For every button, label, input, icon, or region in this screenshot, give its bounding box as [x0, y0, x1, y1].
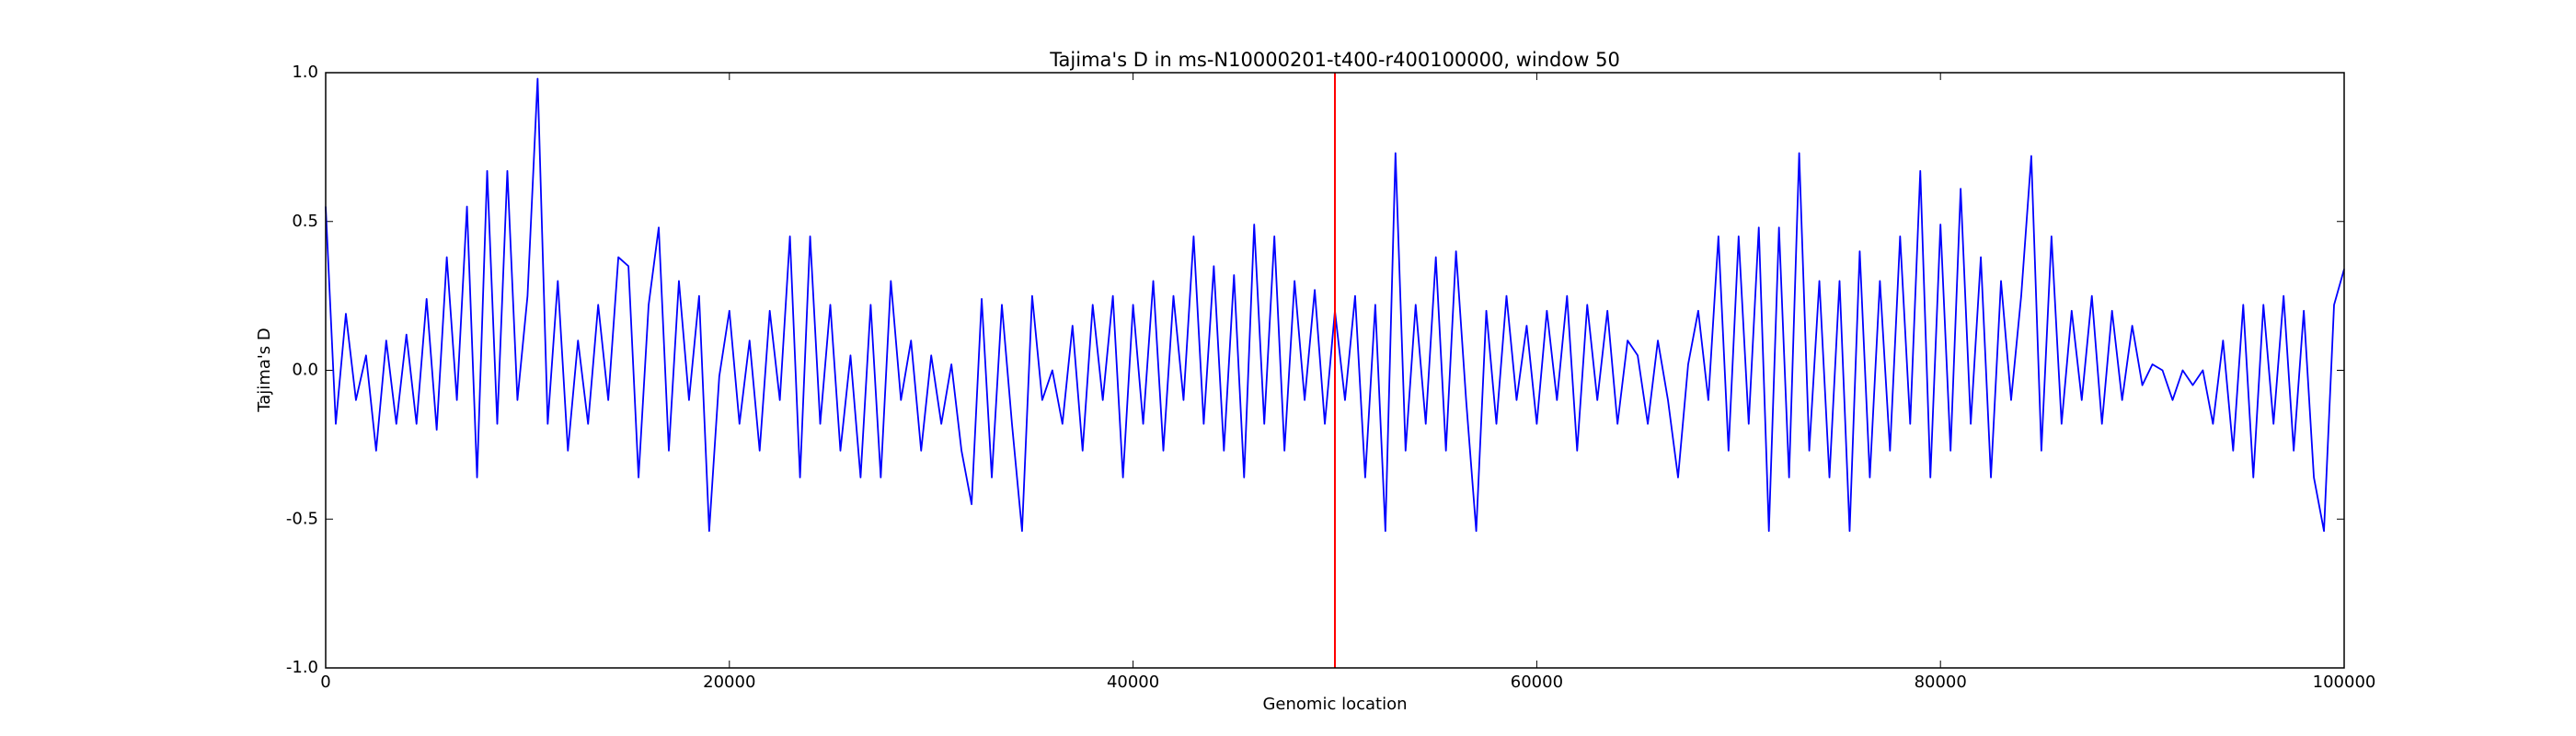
- x-tick-label: 0: [320, 673, 330, 692]
- y-tick-label: -1.0: [286, 658, 318, 677]
- y-tick-label: 0.0: [292, 361, 318, 380]
- x-tick-label: 100000: [2313, 673, 2376, 692]
- x-tick-label: 60000: [1511, 673, 1563, 692]
- y-tick-label: -0.5: [286, 509, 318, 528]
- x-axis-label: Genomic location: [1262, 695, 1407, 714]
- y-tick-label: 1.0: [292, 63, 318, 82]
- plot-frame: [325, 72, 2345, 669]
- chart-title: Tajima's D in ms-N10000201-t400-r4001000…: [1049, 49, 1620, 71]
- x-tick-label: 40000: [1107, 673, 1159, 692]
- y-tick-label: 0.5: [292, 212, 318, 231]
- y-axis-label: Tajima's D: [255, 328, 274, 413]
- x-tick-label: 20000: [703, 673, 755, 692]
- x-tick-label: 80000: [1915, 673, 1967, 692]
